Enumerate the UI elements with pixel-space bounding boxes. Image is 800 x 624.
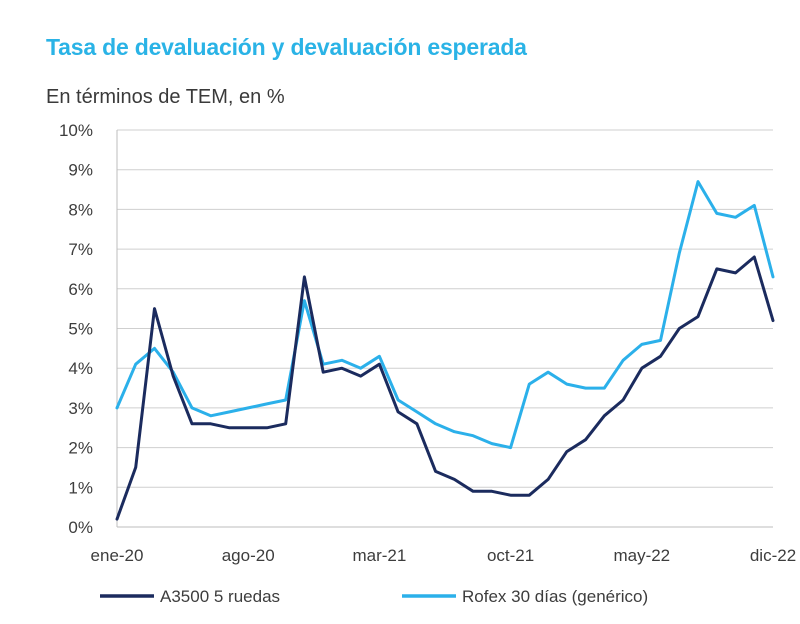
y-tick-label: 3% xyxy=(68,399,93,418)
x-tick-label: oct-21 xyxy=(487,546,534,565)
y-tick-label: 2% xyxy=(68,439,93,458)
series-line-rofex xyxy=(115,180,775,450)
series-lines xyxy=(115,180,775,521)
chart-title: Tasa de devaluación y devaluación espera… xyxy=(46,34,527,60)
y-tick-label: 5% xyxy=(68,320,93,339)
y-tick-label: 0% xyxy=(68,518,93,537)
y-tick-label: 7% xyxy=(68,240,93,259)
legend-label: Rofex 30 días (genérico) xyxy=(462,587,648,606)
x-tick-label: mar-21 xyxy=(352,546,406,565)
y-tick-label: 4% xyxy=(68,359,93,378)
x-axis-ticks: ene-20 ago-20 mar-21 oct-21 may-22 dic-22 xyxy=(91,546,797,565)
legend-label: A3500 5 ruedas xyxy=(160,587,280,606)
y-tick-label: 9% xyxy=(68,161,93,180)
axes xyxy=(116,130,773,528)
series-line-a3500 xyxy=(115,255,775,521)
x-tick-label: ene-20 xyxy=(91,546,144,565)
y-tick-label: 8% xyxy=(68,200,93,219)
legend: A3500 5 ruedas Rofex 30 días (genérico) xyxy=(100,587,648,606)
grid-lines xyxy=(117,129,773,528)
y-axis-ticks: 0% 1% 2% 3% 4% 5% 6% 7% 8% 9% 10% xyxy=(59,121,93,537)
x-tick-label: dic-22 xyxy=(750,546,796,565)
y-tick-label: 1% xyxy=(68,478,93,497)
x-tick-label: ago-20 xyxy=(222,546,275,565)
x-tick-label: may-22 xyxy=(613,546,670,565)
y-tick-label: 10% xyxy=(59,121,93,140)
legend-item-rofex: Rofex 30 días (genérico) xyxy=(402,587,648,606)
legend-item-a3500: A3500 5 ruedas xyxy=(100,587,280,606)
y-tick-label: 6% xyxy=(68,280,93,299)
chart-subtitle: En términos de TEM, en % xyxy=(46,86,285,108)
